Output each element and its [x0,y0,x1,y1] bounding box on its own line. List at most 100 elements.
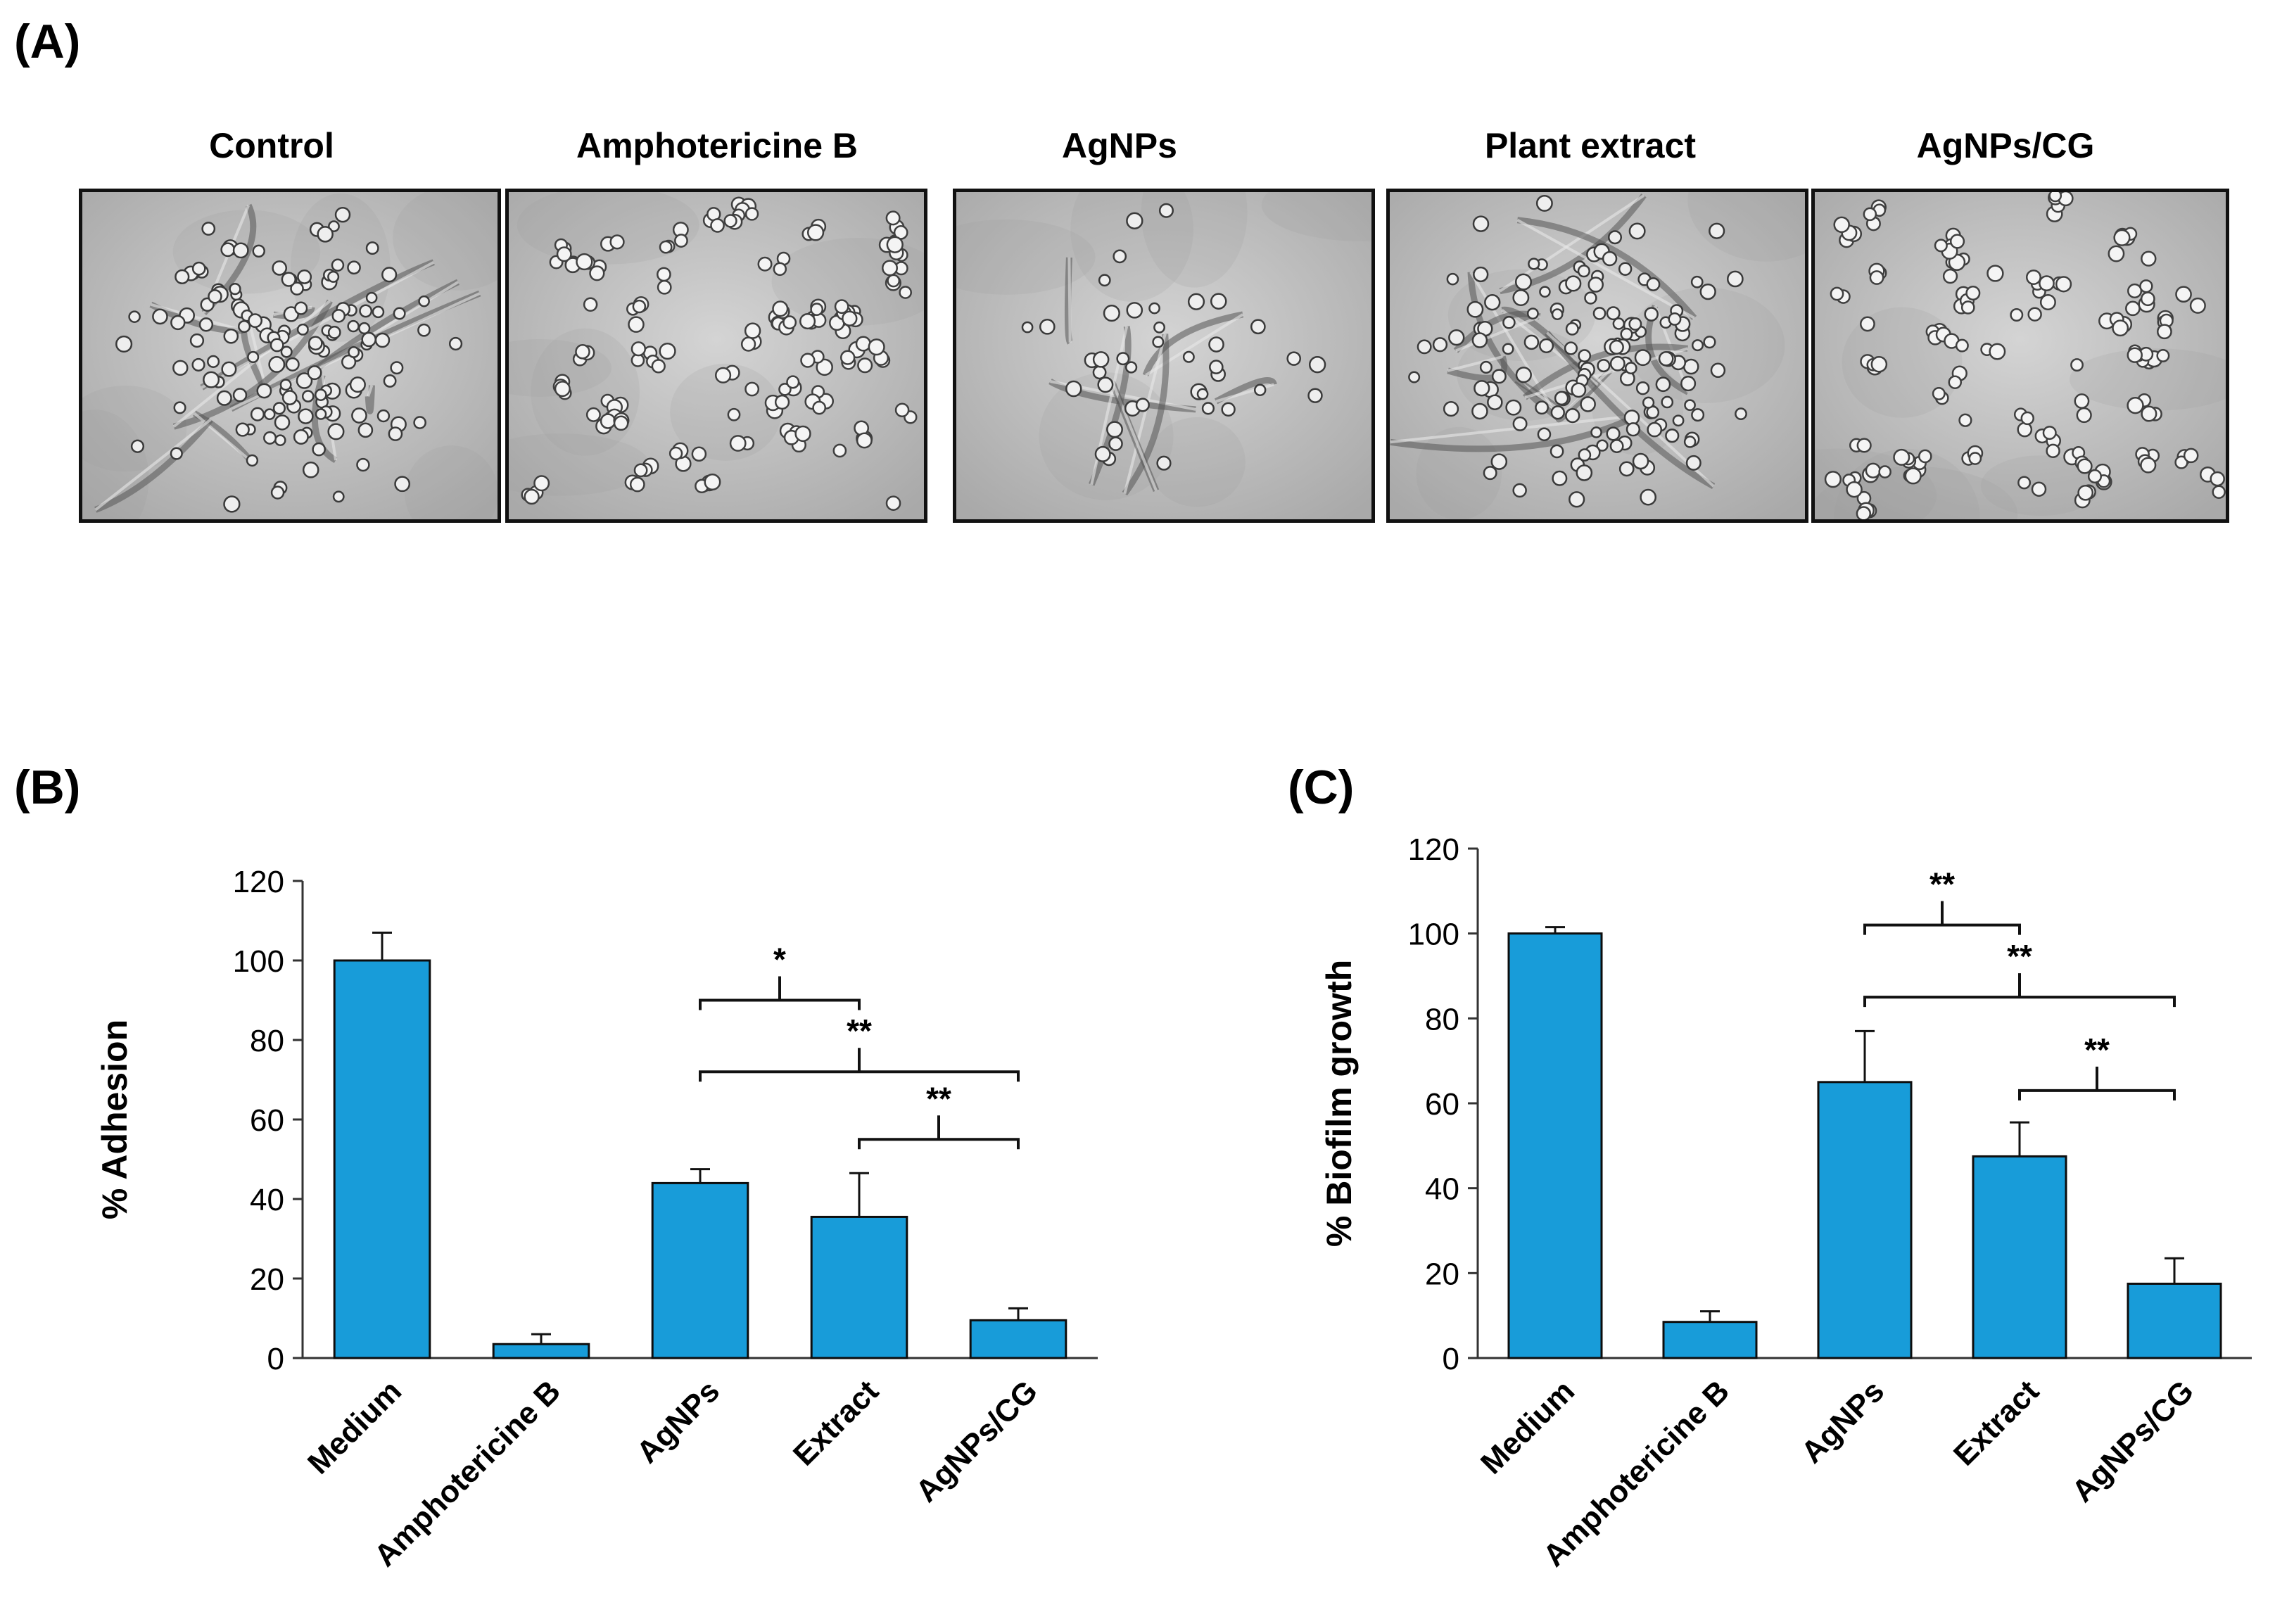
cell [657,267,671,282]
cell [1642,396,1655,409]
cell [347,319,360,333]
cell [1552,470,1568,486]
cell [1628,317,1642,331]
cell [1472,215,1490,232]
hypha [94,417,213,513]
cell [2183,448,2199,464]
y-tick-label: 100 [233,944,284,979]
cell [1634,349,1652,367]
cell [2077,484,2094,501]
cell [1448,329,1465,346]
cell [1484,294,1501,311]
cell [348,346,360,358]
cell [1124,361,1138,374]
cell [651,359,666,374]
cell [1865,462,1881,478]
cell [130,439,145,453]
cell [812,400,827,415]
cell [2017,421,2033,438]
cell [374,332,391,348]
cell [1417,339,1432,355]
cell [274,434,286,446]
cell [315,408,327,420]
significance-label: ** [2084,1032,2110,1068]
cell [1710,362,1726,378]
cell [600,413,616,429]
cell [1466,300,1484,318]
cell [1483,466,1497,481]
cell [1683,436,1697,448]
cell [2127,397,2144,414]
cell [1550,444,1564,459]
cell [1443,400,1459,417]
micrograph-amphotericine-b [505,189,927,523]
y-tick-label: 20 [250,1262,284,1297]
micrograph-image [509,192,924,519]
cell [774,394,790,410]
cell [1209,360,1224,374]
cell [1116,352,1130,366]
cell [1539,338,1554,353]
micrograph-agnps-cg [1811,189,2229,523]
cell [1846,481,1863,498]
cell [1479,360,1493,374]
cell [674,234,688,248]
cell [868,338,885,356]
cell [191,261,206,276]
significance-bracket [858,1115,1020,1150]
bar [810,1215,908,1359]
y-tick-label: 0 [267,1342,284,1376]
cell [2127,283,2143,299]
cell [886,236,904,253]
cell [2108,245,2125,262]
cell [229,283,241,296]
significance-label: * [773,941,786,978]
cell [1893,448,1910,466]
hypha [1214,377,1277,405]
cell [2140,291,2155,307]
cell [235,422,250,437]
cell [1588,277,1604,293]
cell [312,442,326,457]
cell [175,269,190,284]
cell [246,454,259,467]
cell [1709,222,1725,239]
cell [1618,262,1633,276]
cell [1446,272,1459,286]
cell [2042,426,2057,440]
cell [1512,289,1530,306]
cell [1108,436,1123,451]
cell [1097,376,1114,393]
cell [2039,275,2055,291]
x-tick-label: Extract [787,1374,885,1472]
cell [1830,286,1844,301]
cell [223,328,239,344]
cell [252,244,265,258]
y-axis-label: % Adhesion [95,1020,134,1219]
cell [317,226,334,243]
x-tick-label: AgNPs [1794,1374,1891,1470]
bar [651,1181,749,1359]
cell [220,242,236,258]
cell [279,379,292,391]
micrograph-control [79,189,501,523]
cell [1512,416,1528,431]
cell [855,336,871,352]
bar [1662,1321,1758,1359]
cell [1647,421,1663,438]
cell [315,388,327,401]
cell [1863,207,1877,222]
cell [816,358,833,376]
cell [1564,341,1578,355]
cell [1597,359,1611,373]
cell [268,356,286,373]
cell [2048,192,2062,203]
cell [208,289,222,304]
cell [272,402,286,415]
cell [270,486,285,500]
cell [729,435,747,452]
cell [799,312,816,330]
cell [2020,411,2034,426]
micrograph-image [956,192,1371,519]
cell [173,401,186,414]
